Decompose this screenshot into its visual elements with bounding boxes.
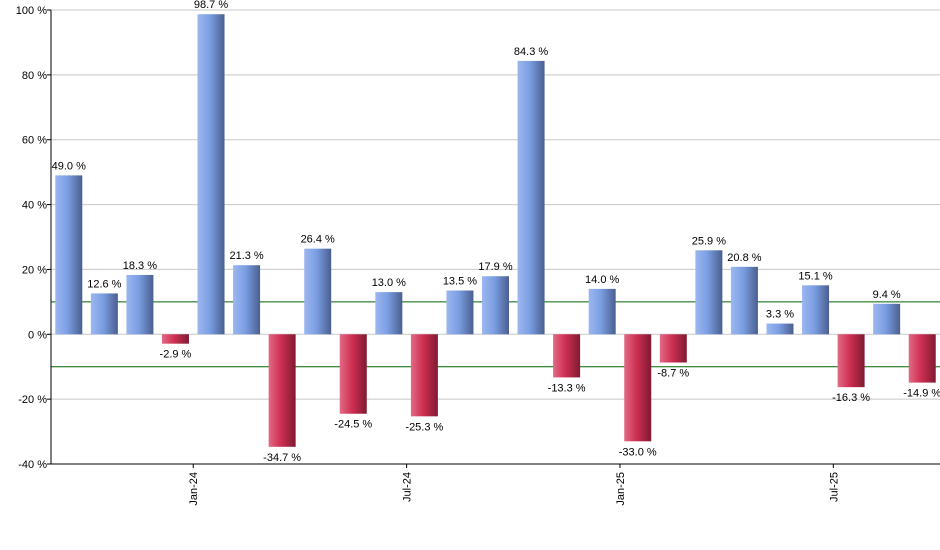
data-label: -33.0 % — [619, 446, 657, 458]
y-tick-label: 20 % — [22, 264, 47, 276]
data-label: -14.9 % — [903, 388, 940, 400]
data-label: 3.3 % — [766, 309, 794, 321]
bar — [197, 14, 225, 335]
bar — [553, 334, 581, 378]
data-label: 13.0 % — [372, 277, 406, 289]
bar — [766, 323, 794, 335]
bar — [873, 303, 901, 335]
data-label: 26.4 % — [301, 234, 335, 246]
x-tick-label: Jan-24 — [188, 472, 200, 506]
data-label: 25.9 % — [692, 235, 726, 247]
y-tick-label: 80 % — [22, 70, 47, 82]
data-labels: 49.0 % 12.6 %18.3 % -2.9 % 98.7 % 21.3 % -34.… — [52, 0, 940, 464]
bar — [304, 248, 332, 335]
bar — [588, 288, 616, 335]
data-label: 12.6 % — [87, 278, 121, 290]
bar — [802, 285, 830, 335]
bar — [624, 334, 652, 442]
bar — [161, 334, 189, 344]
bar — [659, 334, 687, 363]
data-label: 17.9 % — [478, 261, 512, 273]
data-label: -13.3 % — [548, 382, 586, 394]
data-label: 15.1 % — [798, 270, 832, 282]
gridlines — [51, 9, 940, 465]
data-label: -16.3 % — [832, 392, 870, 404]
data-label: 13.5 % — [443, 276, 477, 288]
bar — [339, 334, 367, 414]
y-tick-label: 100 % — [16, 5, 47, 17]
data-label: 20.8 % — [727, 252, 761, 264]
bar — [90, 293, 118, 335]
bars — [55, 14, 936, 447]
bar — [126, 274, 154, 335]
bar — [55, 175, 83, 335]
y-tick-label: -40 % — [18, 459, 47, 471]
x-tick-label: Jan-25 — [615, 472, 627, 506]
data-label: -2.9 % — [160, 349, 192, 361]
data-label: 98.7 % — [194, 0, 228, 11]
bar — [446, 290, 474, 335]
x-tick-label: Jul-24 — [402, 472, 414, 502]
bar — [482, 276, 509, 335]
data-label: 84.3 % — [514, 46, 548, 58]
y-tick-label: 40 % — [22, 200, 47, 212]
bar — [410, 334, 438, 417]
data-label: 18.3 % — [123, 260, 157, 272]
data-label: -25.3 % — [405, 421, 443, 433]
bar — [908, 334, 936, 383]
bar — [375, 292, 403, 335]
data-label: 14.0 % — [585, 274, 619, 286]
axes: 100 % 80 % 60 % 40 % 20 % 0 % -20 % -40 % Jan-24… — [16, 5, 940, 506]
data-label: -8.7 % — [657, 367, 689, 379]
y-tick-label: -20 % — [18, 394, 47, 406]
data-label: -24.5 % — [334, 419, 372, 431]
bar — [517, 60, 545, 335]
x-tick-label: Jul-25 — [828, 472, 840, 502]
data-label: -34.7 % — [263, 452, 301, 464]
data-label: 49.0 % — [52, 160, 86, 172]
data-label: 21.3 % — [229, 250, 263, 262]
bar — [730, 266, 758, 335]
y-tick-label: 60 % — [22, 135, 47, 147]
bar — [268, 334, 296, 447]
y-tick-label: 0 % — [28, 329, 47, 341]
bar — [837, 334, 865, 388]
data-label: 9.4 % — [873, 289, 901, 301]
bar — [695, 250, 723, 335]
bar — [233, 265, 261, 335]
